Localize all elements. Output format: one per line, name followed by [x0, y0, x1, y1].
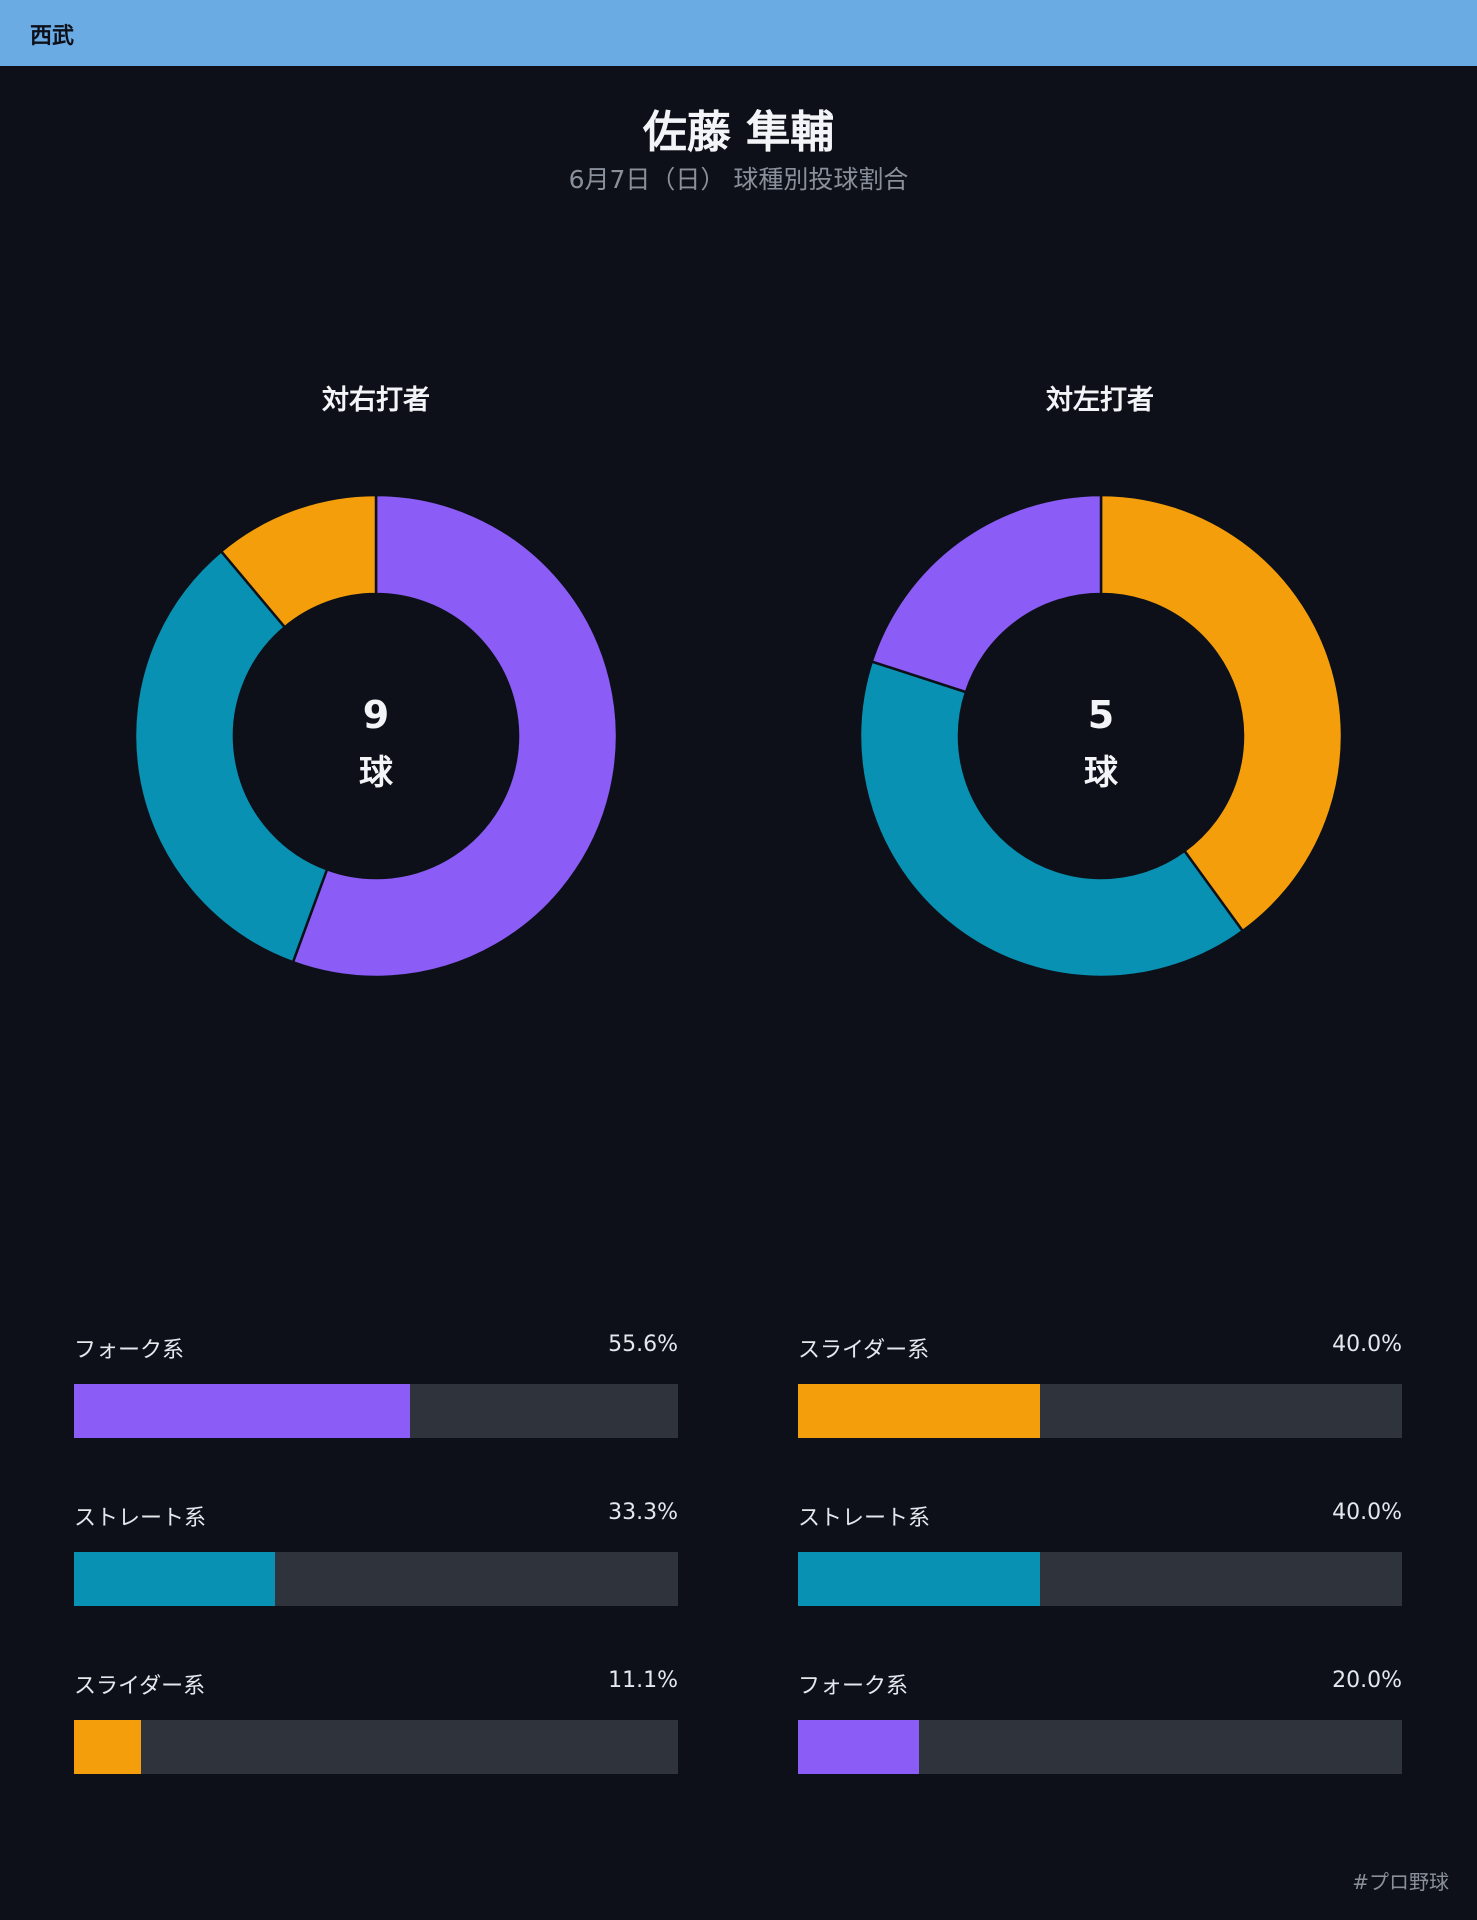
bar-track-0-1	[74, 1552, 678, 1606]
bar-percent-1-1: 40.0%	[1332, 1500, 1402, 1525]
bar-fill-1-1	[798, 1552, 1040, 1606]
donut-slice-0-0	[291, 493, 619, 979]
donut-chart-right-batters: 9球	[133, 493, 619, 979]
pitch-count-unit-1: 球	[1084, 753, 1119, 793]
donut-slice-1-2	[870, 493, 1103, 694]
chart-title-right-batters: 対右打者	[322, 385, 430, 416]
hashtag: #プロ野球	[1352, 1870, 1449, 1894]
bar-label-0-1: ストレート系	[74, 1506, 207, 1531]
bar-label-1-0: スライダー系	[798, 1338, 930, 1363]
pitch-count-unit-0: 球	[359, 753, 394, 793]
bar-percent-0-2: 11.1%	[608, 1668, 678, 1693]
bar-track-1-0	[798, 1384, 1402, 1438]
bar-track-0-0	[74, 1384, 678, 1438]
donut-slice-0-2	[219, 493, 378, 629]
bar-track-1-1	[798, 1552, 1402, 1606]
bar-label-1-2: フォーク系	[798, 1674, 909, 1699]
bar-track-0-2	[74, 1720, 678, 1774]
bar-fill-1-0	[798, 1384, 1040, 1438]
bar-label-0-2: スライダー系	[74, 1674, 206, 1699]
bar-percent-0-0: 55.6%	[608, 1332, 678, 1357]
team-name: 西武	[30, 24, 75, 49]
bar-percent-1-0: 40.0%	[1332, 1332, 1402, 1357]
bar-fill-0-1	[74, 1552, 276, 1606]
bar-fill-0-0	[74, 1384, 410, 1438]
chart-subtitle: 6月7日（日） 球種別投球割合	[568, 165, 909, 194]
donut-chart-left-batters: 5球	[858, 493, 1344, 979]
pitcher-name: 佐藤 隼輔	[642, 107, 835, 158]
donut-slice-1-1	[858, 659, 1245, 979]
donut-slice-0-1	[133, 549, 329, 964]
team-header-bar: 西武	[0, 0, 1477, 66]
bar-percent-1-2: 20.0%	[1332, 1668, 1402, 1693]
bar-fill-1-2	[798, 1720, 919, 1774]
bar-label-0-0: フォーク系	[74, 1338, 185, 1363]
bar-label-1-1: ストレート系	[798, 1506, 931, 1531]
bar-fill-0-2	[74, 1720, 142, 1774]
bar-percent-0-1: 33.3%	[608, 1500, 678, 1525]
pitch-count-1: 5	[1088, 693, 1114, 737]
chart-title-left-batters: 対左打者	[1046, 385, 1154, 416]
donut-slice-1-0	[1099, 493, 1344, 933]
pitch-count-0: 9	[363, 693, 389, 737]
bar-track-1-2	[798, 1720, 1402, 1774]
